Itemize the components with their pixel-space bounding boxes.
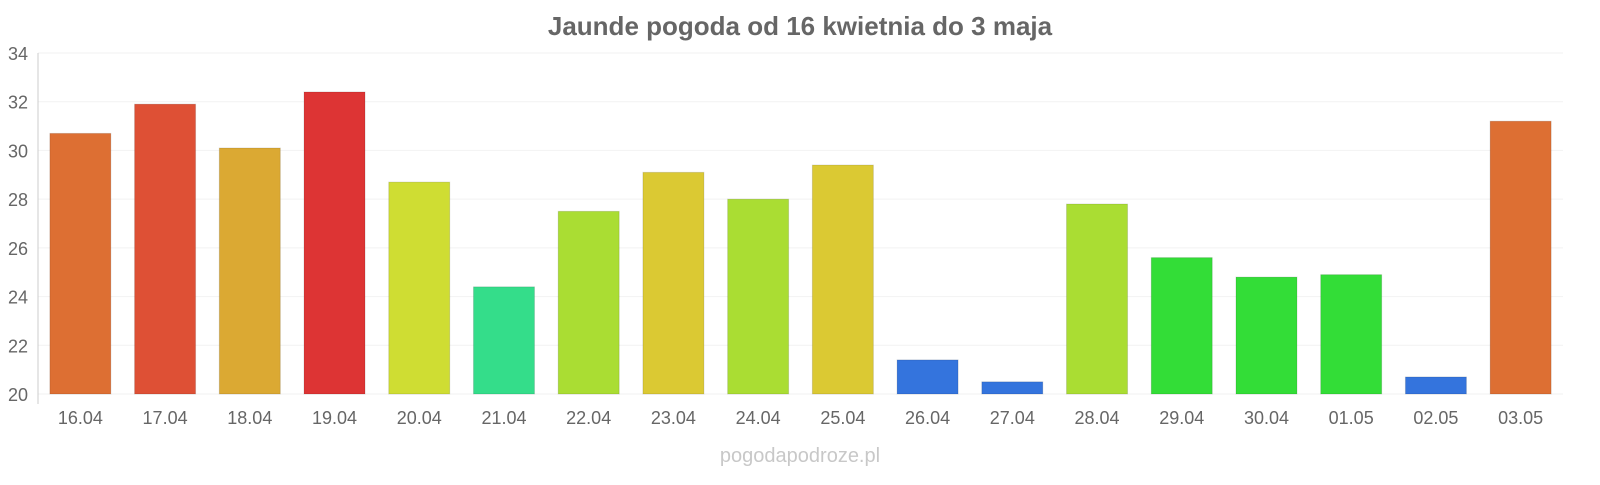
- bar-01.05[interactable]: [1320, 274, 1383, 395]
- bar-18.04[interactable]: [218, 147, 281, 395]
- x-tick-label: 30.04: [1244, 408, 1289, 428]
- x-tick-label: 26.04: [905, 408, 950, 428]
- bar-17.04[interactable]: [134, 103, 197, 395]
- x-tick-label: 29.04: [1159, 408, 1204, 428]
- y-tick-label: 22: [8, 336, 28, 356]
- y-tick-label: 34: [8, 44, 28, 64]
- bar-24.04[interactable]: [727, 198, 790, 395]
- x-tick-label: 19.04: [312, 408, 357, 428]
- x-tick-label: 22.04: [566, 408, 611, 428]
- bar-02.05[interactable]: [1404, 376, 1467, 395]
- bar-21.04[interactable]: [472, 286, 535, 395]
- x-tick-label: 28.04: [1075, 408, 1120, 428]
- x-tick-label: 25.04: [820, 408, 865, 428]
- x-tick-label: 27.04: [990, 408, 1035, 428]
- chart-title: Jaunde pogoda od 16 kwietnia do 3 maja: [548, 11, 1053, 41]
- bar-29.04[interactable]: [1150, 257, 1213, 395]
- x-tick-label: 23.04: [651, 408, 696, 428]
- x-tick-label: 21.04: [481, 408, 526, 428]
- bar-03.05[interactable]: [1489, 120, 1552, 395]
- watermark: pogodapodroze.pl: [720, 445, 880, 467]
- x-tick-label: 18.04: [227, 408, 272, 428]
- bar-23.04[interactable]: [642, 171, 705, 395]
- y-tick-label: 24: [8, 288, 28, 308]
- bar-27.04[interactable]: [981, 381, 1044, 395]
- x-tick-label: 17.04: [143, 408, 188, 428]
- bar-22.04[interactable]: [557, 210, 620, 395]
- x-tick-label: 01.05: [1329, 408, 1374, 428]
- y-tick-label: 32: [8, 93, 28, 113]
- x-tick-label: 24.04: [736, 408, 781, 428]
- bar-20.04[interactable]: [388, 181, 451, 395]
- bar-25.04[interactable]: [811, 164, 874, 395]
- bar-26.04[interactable]: [896, 359, 959, 395]
- y-tick-label: 26: [8, 239, 28, 259]
- bar-30.04[interactable]: [1235, 276, 1298, 395]
- bar-28.04[interactable]: [1066, 203, 1129, 395]
- y-tick-label: 28: [8, 190, 28, 210]
- x-tick-label: 02.05: [1413, 408, 1458, 428]
- bar-19.04[interactable]: [303, 91, 366, 395]
- y-tick-label: 30: [8, 141, 28, 161]
- x-tick-label: 20.04: [397, 408, 442, 428]
- bar-16.04[interactable]: [49, 132, 112, 395]
- y-tick-label: 20: [8, 385, 28, 405]
- x-tick-label: 03.05: [1498, 408, 1543, 428]
- x-tick-label: 16.04: [58, 408, 103, 428]
